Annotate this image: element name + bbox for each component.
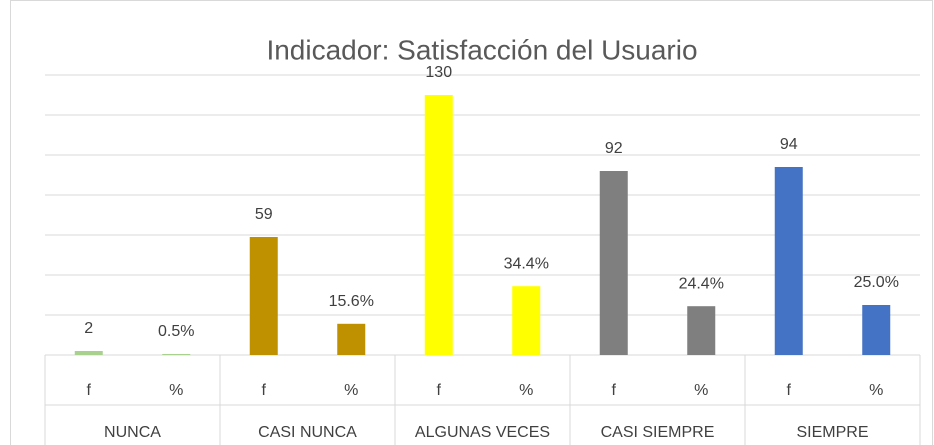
x-tick-label: % [519, 382, 533, 399]
bar [599, 171, 628, 355]
group-label: NUNCA [104, 424, 161, 441]
data-label: 130 [425, 64, 452, 81]
x-tick-label: % [169, 382, 183, 399]
bar [862, 305, 891, 355]
data-label: 25.0% [854, 274, 899, 291]
bar [774, 167, 803, 355]
data-label: 15.6% [329, 293, 374, 310]
data-label: 92 [605, 140, 623, 157]
data-label: 94 [780, 136, 798, 153]
chart-title: Indicador: Satisfacción del Usuario [266, 34, 697, 65]
x-tick-label: f [437, 382, 442, 399]
bar [74, 351, 103, 355]
bar [424, 95, 453, 355]
group-label: SIEMPRE [796, 424, 868, 441]
data-label: 34.4% [504, 255, 549, 272]
bar [687, 306, 716, 355]
bar [337, 323, 366, 355]
data-label: 24.4% [679, 275, 724, 292]
data-label: 59 [255, 206, 273, 223]
x-tick-label: f [787, 382, 792, 399]
group-label: CASI NUNCA [258, 424, 357, 441]
x-tick-label: f [262, 382, 267, 399]
x-tick-label: f [612, 382, 617, 399]
bar [249, 237, 278, 355]
x-tick-label: % [694, 382, 708, 399]
data-label: 0.5% [158, 323, 194, 340]
group-label: ALGUNAS VECES [415, 424, 550, 441]
x-tick-label: % [344, 382, 358, 399]
x-tick-label: % [869, 382, 883, 399]
group-label: CASI SIEMPRE [601, 424, 715, 441]
bar [162, 354, 191, 355]
bar [512, 286, 541, 355]
x-tick-label: f [87, 382, 92, 399]
data-label: 2 [84, 320, 93, 337]
